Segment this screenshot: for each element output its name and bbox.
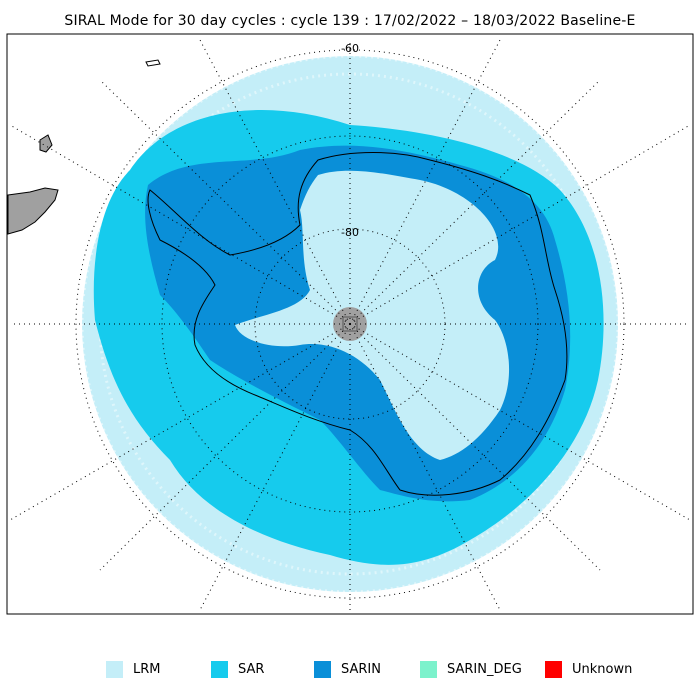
graticule-lat-60: [75, 49, 625, 599]
south-america-land: [7, 187, 59, 235]
legend-swatch-sarin-deg: [420, 660, 437, 678]
legend-swatch-sarin: [314, 660, 331, 678]
lrm-ring-texture: [80, 54, 620, 594]
lrm-interior: [235, 170, 510, 460]
map-title: SIRAL Mode for 30 day cycles : cycle 139…: [64, 13, 636, 29]
legend-item-sarin-deg: SARIN_DEG: [420, 659, 522, 679]
legend-label-sar: SAR: [238, 661, 265, 677]
graticule-meridians: [9, 39, 691, 611]
legend: LRM SAR SARIN SARIN_DEG Unknown: [0, 659, 700, 681]
legend-swatch-lrm: [106, 660, 123, 678]
legend-swatch-unknown: [545, 660, 562, 678]
lat-label-80: -80: [341, 226, 359, 239]
pole-marker: [342, 316, 358, 332]
legend-label-lrm: LRM: [133, 661, 161, 677]
graticule-lat-70: [161, 135, 539, 513]
antarctic-coastline: [147, 152, 568, 496]
legend-label-unknown: Unknown: [572, 661, 633, 677]
legend-item-lrm: LRM: [106, 659, 161, 679]
island-land: [39, 134, 53, 153]
legend-item-sarin: SARIN: [314, 659, 381, 679]
lat-label-60: -60: [341, 42, 359, 55]
island-small: [145, 59, 161, 67]
legend-item-sar: SAR: [211, 659, 264, 679]
legend-label-sarin-deg: SARIN_DEG: [447, 661, 522, 677]
legend-label-sarin: SARIN: [341, 661, 381, 677]
legend-swatch-sar: [211, 660, 228, 678]
legend-item-unknown: Unknown: [545, 659, 632, 679]
